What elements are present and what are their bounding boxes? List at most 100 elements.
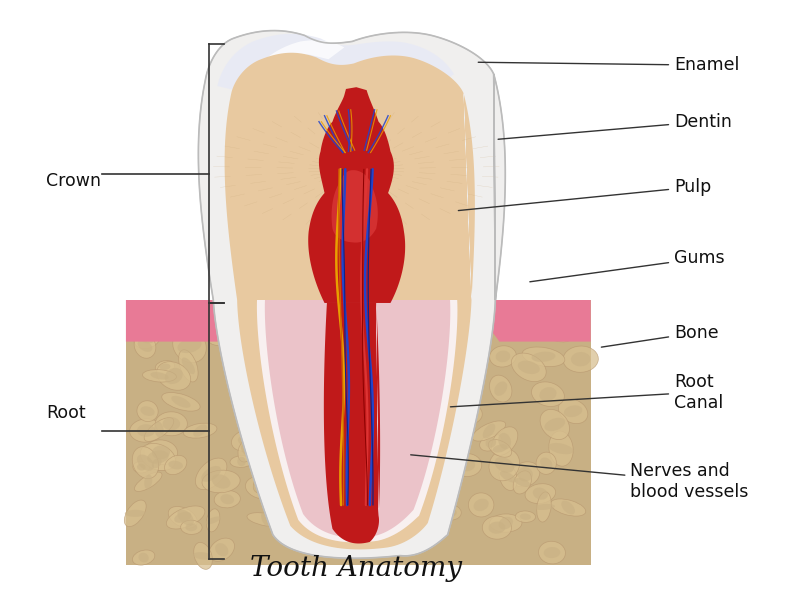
Ellipse shape — [540, 457, 553, 469]
Ellipse shape — [145, 440, 178, 465]
Ellipse shape — [531, 352, 555, 362]
Ellipse shape — [464, 329, 474, 337]
Ellipse shape — [178, 509, 194, 526]
Ellipse shape — [546, 327, 573, 342]
Ellipse shape — [138, 340, 152, 352]
Ellipse shape — [152, 445, 170, 459]
Polygon shape — [218, 34, 454, 91]
Polygon shape — [126, 286, 253, 341]
Ellipse shape — [472, 421, 506, 441]
Ellipse shape — [202, 466, 221, 482]
Ellipse shape — [140, 443, 175, 470]
Ellipse shape — [461, 355, 486, 382]
Ellipse shape — [452, 421, 461, 436]
Ellipse shape — [563, 346, 598, 373]
Ellipse shape — [458, 459, 475, 472]
Ellipse shape — [238, 418, 262, 437]
Ellipse shape — [162, 392, 200, 411]
Polygon shape — [126, 291, 246, 306]
Ellipse shape — [145, 456, 169, 470]
Polygon shape — [265, 300, 450, 538]
Ellipse shape — [231, 430, 262, 451]
Ellipse shape — [201, 317, 233, 332]
Polygon shape — [331, 170, 378, 242]
Ellipse shape — [137, 464, 146, 470]
Ellipse shape — [447, 298, 466, 316]
Text: Bone: Bone — [602, 323, 718, 347]
Ellipse shape — [244, 422, 257, 433]
Ellipse shape — [518, 361, 540, 374]
Text: Gums: Gums — [530, 250, 725, 282]
Ellipse shape — [482, 424, 495, 439]
Ellipse shape — [441, 505, 462, 520]
Ellipse shape — [168, 461, 183, 469]
Ellipse shape — [511, 353, 546, 382]
Ellipse shape — [549, 443, 574, 454]
Ellipse shape — [125, 510, 146, 517]
Ellipse shape — [183, 423, 217, 438]
Polygon shape — [245, 40, 344, 80]
Ellipse shape — [255, 305, 282, 327]
Ellipse shape — [194, 542, 212, 569]
Ellipse shape — [154, 421, 164, 438]
Ellipse shape — [533, 504, 555, 510]
Ellipse shape — [558, 399, 588, 424]
Ellipse shape — [496, 350, 510, 362]
Ellipse shape — [490, 514, 522, 532]
Ellipse shape — [195, 458, 227, 490]
Text: Dentin: Dentin — [498, 113, 732, 139]
Ellipse shape — [130, 419, 162, 442]
Ellipse shape — [550, 499, 586, 516]
Ellipse shape — [241, 445, 252, 457]
Ellipse shape — [152, 458, 162, 469]
Ellipse shape — [491, 427, 518, 455]
Text: Root: Root — [46, 404, 86, 422]
Ellipse shape — [513, 471, 531, 494]
Ellipse shape — [440, 347, 465, 354]
Ellipse shape — [214, 491, 240, 508]
Text: Crown: Crown — [46, 172, 102, 190]
Ellipse shape — [221, 494, 234, 504]
Ellipse shape — [202, 470, 240, 493]
Ellipse shape — [482, 516, 511, 539]
Ellipse shape — [448, 414, 464, 443]
Polygon shape — [466, 291, 590, 306]
Ellipse shape — [537, 492, 551, 522]
Text: Pulp: Pulp — [458, 178, 711, 211]
Ellipse shape — [458, 407, 474, 420]
Ellipse shape — [493, 444, 507, 452]
Ellipse shape — [436, 293, 477, 321]
Ellipse shape — [494, 382, 507, 396]
Ellipse shape — [544, 547, 560, 558]
Ellipse shape — [539, 387, 557, 401]
Ellipse shape — [538, 541, 566, 564]
Ellipse shape — [261, 512, 272, 527]
Ellipse shape — [459, 326, 478, 339]
Ellipse shape — [250, 349, 265, 365]
Ellipse shape — [222, 305, 246, 322]
Ellipse shape — [545, 418, 565, 431]
Ellipse shape — [147, 451, 169, 464]
Polygon shape — [324, 303, 380, 544]
Ellipse shape — [469, 493, 494, 517]
Ellipse shape — [137, 401, 158, 422]
Polygon shape — [198, 31, 506, 558]
Ellipse shape — [481, 302, 505, 331]
Text: Enamel: Enamel — [478, 56, 739, 74]
Ellipse shape — [132, 446, 158, 479]
Ellipse shape — [515, 511, 535, 523]
Ellipse shape — [253, 481, 272, 494]
Ellipse shape — [139, 332, 155, 343]
Ellipse shape — [207, 329, 230, 346]
Ellipse shape — [144, 475, 152, 489]
Ellipse shape — [467, 361, 480, 376]
Polygon shape — [257, 300, 458, 542]
Ellipse shape — [138, 553, 149, 562]
Ellipse shape — [498, 517, 513, 529]
Ellipse shape — [533, 488, 548, 500]
Text: Nerves and
blood vessels: Nerves and blood vessels — [410, 455, 749, 501]
Ellipse shape — [540, 409, 570, 440]
Polygon shape — [126, 300, 590, 565]
Ellipse shape — [480, 434, 502, 451]
Ellipse shape — [571, 352, 590, 367]
